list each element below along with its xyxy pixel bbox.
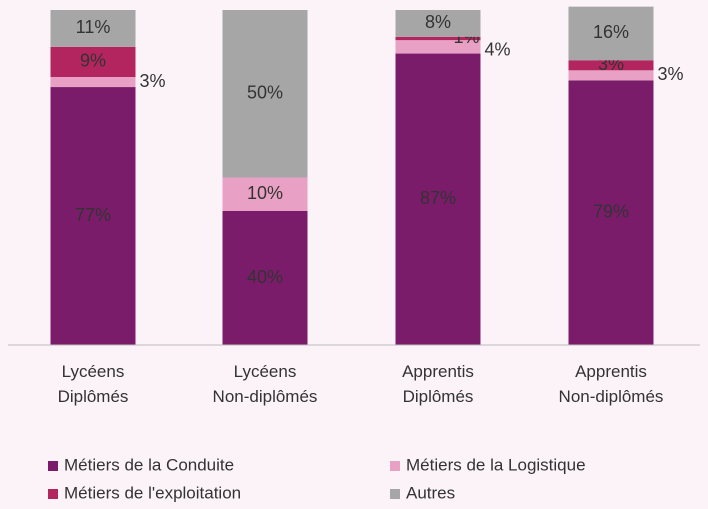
bar-segment [395,10,481,37]
bar-segment [568,80,654,345]
bar-segment [222,177,308,211]
bar-segment [395,53,481,346]
x-tick-label: Apprentis Diplômés [402,362,474,406]
value-label: 77% [75,205,111,225]
bar-segment [222,10,308,178]
legend-swatch [390,461,400,471]
bar-segment [50,10,136,47]
legend-label: Autres [406,483,455,502]
legend-swatch [48,461,58,471]
bar-segment [568,6,654,61]
x-tick-label: Lycéens Non-diplômés [213,362,318,406]
value-label: 11% [76,17,111,37]
bar-segment [395,40,481,54]
value-label: 9% [80,51,106,71]
value-label: 3% [658,64,684,84]
legend-label: Métiers de la Logistique [406,455,586,474]
value-label: 50% [247,83,283,103]
x-tick-label: Apprentis Non-diplômés [559,362,664,406]
x-tick-label: Lycéens Diplômés [58,362,129,406]
bar-segment [50,87,136,346]
value-label: 10% [247,183,283,203]
bar-segment [222,211,308,345]
bar-segment [568,70,654,81]
value-label: 87% [420,188,456,208]
value-label: 16% [593,22,629,42]
legend-swatch [48,489,58,499]
bar-segment [395,36,481,41]
value-label: 4% [485,40,511,60]
value-label: 40% [247,267,283,287]
value-label: 8% [425,12,451,32]
value-label: 79% [593,201,629,221]
legend-swatch [390,489,400,499]
value-label: 3% [140,71,166,91]
bar-segment [50,46,136,77]
bar-segment [568,60,654,71]
legend-label: Métiers de l'exploitation [64,483,241,502]
legend-label: Métiers de la Conduite [64,455,234,474]
bar-segment [50,77,136,88]
